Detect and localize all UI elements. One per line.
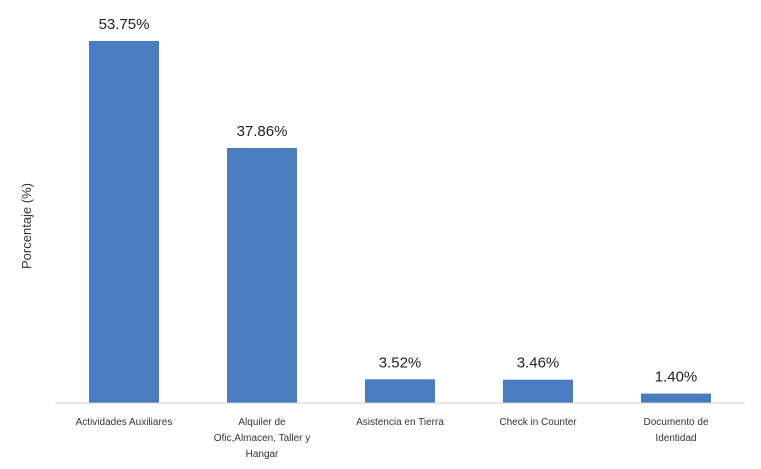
y-axis-title: Porcentaje (%) (19, 183, 34, 269)
category-label-3: Asistencia en Tierra (356, 417, 444, 428)
category-label-1: Actividades Auxiliares (76, 417, 173, 428)
data-label-4: 3.46% (517, 355, 560, 372)
data-labels-layer: 53.75% 37.86% 3.52% 3.46% 1.40% (99, 16, 698, 386)
data-label-1: 53.75% (99, 16, 150, 33)
bars-layer (89, 41, 711, 403)
bar-1 (89, 41, 159, 403)
category-label-5: Documento de Identidad (643, 417, 708, 444)
data-label-2: 37.86% (237, 123, 288, 140)
bar-5 (641, 393, 711, 403)
category-label-2: Alquiler de Ofic,Almacen, Taller y Hangar (214, 417, 311, 460)
category-label-4: Check in Counter (499, 417, 577, 428)
bar-4 (503, 379, 573, 403)
bar-2 (227, 148, 297, 403)
data-label-5: 1.40% (655, 369, 698, 386)
category-labels-layer: Actividades Auxiliares Alquiler de Ofic,Al… (76, 417, 709, 460)
bar-3 (365, 379, 435, 403)
data-label-3: 3.52% (379, 354, 422, 371)
